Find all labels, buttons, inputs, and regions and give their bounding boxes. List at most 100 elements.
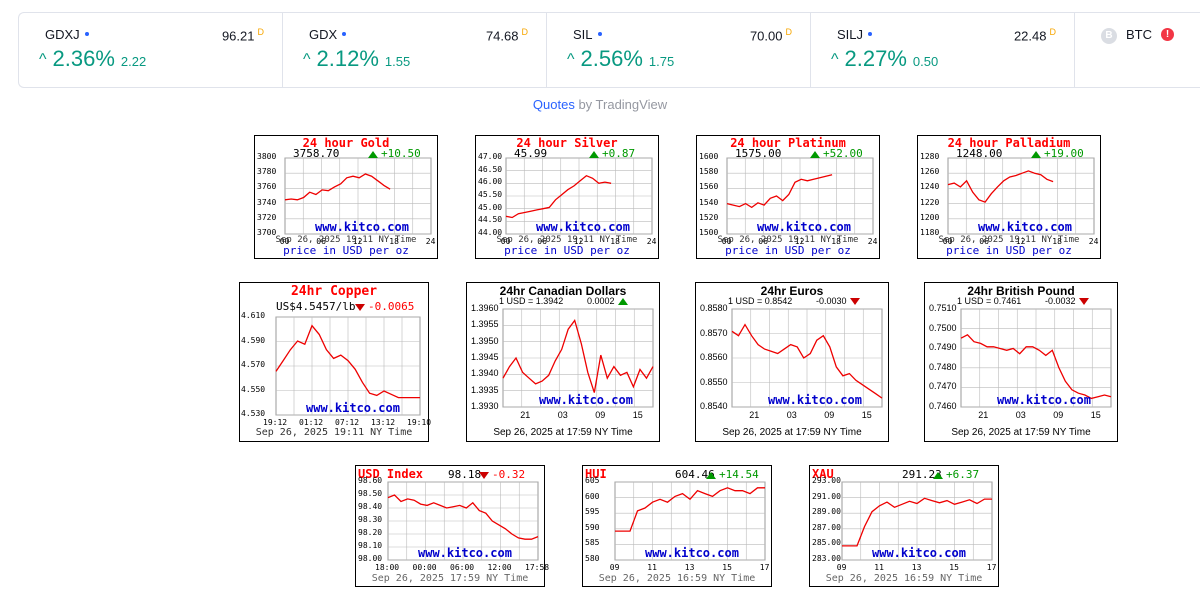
y-tick-label: 3800: [257, 152, 277, 161]
kitco-panel-gbp[interactable]: 24hr British Pound 1 USD = 0.7461 -0.0032 0…: [924, 282, 1118, 442]
chart-price: 1 USD = 0.7461: [957, 296, 1022, 306]
kitco-panel-copper[interactable]: 24hr Copper US$4.5457/lb -0.0065 4.610 4.590…: [239, 282, 432, 442]
chart-plot: [841, 481, 993, 561]
chart-price: 98.18: [448, 468, 482, 481]
x-tick-label: 00:00: [412, 563, 437, 572]
kitco-panel-eur[interactable]: 24hr Euros 1 USD = 0.8542 -0.0030 0.8580 0.8…: [695, 282, 889, 442]
y-tick-label: 1200: [920, 212, 940, 222]
kitco-watermark[interactable]: www.kitco.com: [768, 393, 862, 407]
x-tick-label: 03: [557, 410, 568, 420]
y-tick-label: 45.00: [478, 202, 503, 212]
caret-up-icon: ^: [567, 51, 575, 68]
x-tick-label: 21: [520, 410, 531, 420]
chart-title: 24 hour Platinum: [730, 136, 846, 150]
chart-price: 1 USD = 0.8542: [728, 296, 793, 306]
x-tick-label: 09: [609, 563, 620, 572]
kitco-watermark[interactable]: www.kitco.com: [536, 220, 630, 234]
triangle-up-icon: [617, 298, 628, 306]
x-tick-label: 09: [824, 410, 835, 420]
chart-price: 1248.00: [956, 147, 1003, 160]
x-tick-label: 17: [759, 563, 770, 572]
x-tick-label: 19:10: [407, 418, 432, 427]
dot-icon: [84, 31, 89, 36]
kitco-panel-usdx[interactable]: USD Index 98.18 -0.32 98.60 98.50 98.40 98.30 9…: [355, 465, 549, 587]
y-tick-label: 47.00: [478, 152, 503, 161]
y-tick-label: 4.610: [241, 311, 266, 320]
x-tick-label: 09: [836, 563, 847, 572]
chart-change: -0.0032: [1045, 296, 1092, 306]
kitco-panel-gold[interactable]: 24 hour Gold 3758.70 +10.50 3800 3780 3760 374…: [254, 135, 438, 259]
kitco-watermark[interactable]: www.kitco.com: [978, 220, 1072, 234]
y-tick-label: 46.00: [478, 177, 503, 187]
kitco-panel-xau[interactable]: XAU 291.23 +6.37 293.00 291.00 289.00 287.00 28…: [809, 465, 999, 587]
ticker-item-sil[interactable]: SIL 70.00 D ^ 2.56% 1.75: [547, 13, 810, 87]
y-tick-label: 46.50: [478, 164, 503, 174]
x-tick-label: 13: [684, 563, 695, 572]
kitco-panel-hui[interactable]: HUI 604.46 +14.54 605 600 595 590 585 580 09 11 13 1…: [582, 465, 772, 587]
kitco-panel-cad[interactable]: 24hr Canadian Dollars 1 USD = 1.3942 0.000…: [466, 282, 660, 442]
x-tick-label: 12: [794, 237, 805, 246]
kitco-watermark[interactable]: www.kitco.com: [997, 393, 1091, 407]
delayed-flag: D: [521, 27, 529, 37]
ticker-item-gdxj[interactable]: GDXJ 96.21 D ^ 2.36% 2.22: [19, 13, 282, 87]
kitco-panel-platinum[interactable]: 24 hour Platinum 1575.00 +52.00 1600 1580 156…: [696, 135, 880, 259]
x-tick-label: 12: [573, 237, 584, 246]
y-tick-label: 600: [585, 491, 600, 501]
ticker-item-btc[interactable]: B BTC !: [1075, 13, 1200, 87]
ticker-change-abs: 2.22: [120, 54, 147, 69]
chart-title: 24 hour Gold: [302, 136, 390, 150]
x-tick-label: 00: [500, 237, 511, 246]
x-tick-label: 18: [831, 237, 841, 246]
kitco-panel-silver[interactable]: 24 hour Silver 45.99 +0.87 47.00 46.50 46.00 4…: [475, 135, 659, 259]
triangle-up-icon: [706, 471, 716, 479]
y-tick-label: 1600: [699, 152, 719, 161]
chart-timestamp: Sep 26, 2025 16:59 NY Time: [598, 573, 756, 584]
ticker-item-gdx[interactable]: GDX 74.68 D ^ 2.12% 1.55: [283, 13, 546, 87]
kitco-watermark[interactable]: www.kitco.com: [315, 220, 409, 234]
chart-change-value: 0.0002: [587, 296, 615, 306]
ticker-item-silj[interactable]: SILJ 22.48 D ^ 2.27% 0.50: [811, 13, 1074, 87]
y-tick-label: 1180: [920, 228, 940, 237]
chart-title: 24 hour Silver: [516, 136, 618, 150]
kitco-watermark[interactable]: www.kitco.com: [645, 546, 739, 560]
chart-plot: [275, 316, 421, 416]
kitco-watermark[interactable]: www.kitco.com: [539, 393, 633, 407]
chart-change-value: +52.00: [823, 147, 863, 160]
caret-up-icon: ^: [303, 51, 311, 68]
x-tick-label: 24: [1088, 237, 1099, 246]
x-tick-label: 00: [279, 237, 290, 246]
quotes-link[interactable]: Quotes: [532, 97, 575, 112]
chart-timestamp: Sep 26, 2025 19:11 NY Time: [938, 235, 1080, 245]
y-tick-label: 1.3950: [471, 335, 499, 346]
ticker-change-abs: 1.55: [384, 54, 411, 69]
price-line: [615, 487, 765, 532]
y-tick-label: 4.530: [241, 409, 266, 418]
y-tick-label: 1.3955: [471, 319, 499, 330]
y-tick-label: 283.00: [812, 554, 841, 563]
x-tick-label: 00: [721, 237, 732, 246]
kitco-watermark[interactable]: www.kitco.com: [757, 220, 851, 234]
x-tick-label: 09: [1053, 410, 1064, 420]
y-tick-label: 605: [585, 476, 600, 485]
ticker-tape: GDXJ 96.21 D ^ 2.36% 2.22 GDX 74.68 D ^ 2.12%…: [18, 12, 1200, 88]
chart-timestamp: Sep 26, 2025 19:11 NY Time: [496, 235, 638, 245]
y-tick-label: 1.3930: [471, 401, 499, 411]
y-tick-label: 0.7510: [929, 303, 957, 313]
chart-plot: [947, 157, 1095, 235]
chart-change-value: -0.32: [492, 468, 526, 481]
chart-title: 24 hour Palladium: [947, 136, 1071, 150]
x-tick-label: 11: [647, 563, 657, 572]
triangle-up-icon: [1031, 150, 1041, 158]
y-tick-label: 1240: [920, 182, 940, 192]
kitco-panel-palladium[interactable]: 24 hour Palladium 1248.00 +19.00 1280 1260 12…: [917, 135, 1101, 259]
price-unit-note: price in USD per oz: [946, 244, 1072, 257]
kitco-watermark[interactable]: www.kitco.com: [872, 546, 966, 560]
x-tick-label: 18: [389, 237, 399, 246]
kitco-watermark[interactable]: www.kitco.com: [306, 401, 400, 415]
chart-price: 3758.70: [293, 147, 340, 160]
chart-plot: [387, 481, 539, 561]
chart-price: 604.46: [675, 468, 715, 481]
x-tick-label: 24: [646, 237, 657, 246]
price-line: [502, 319, 654, 393]
kitco-watermark[interactable]: www.kitco.com: [418, 546, 512, 560]
